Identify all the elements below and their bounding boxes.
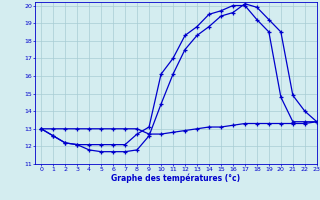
X-axis label: Graphe des températures (°c): Graphe des températures (°c) [111, 173, 241, 183]
